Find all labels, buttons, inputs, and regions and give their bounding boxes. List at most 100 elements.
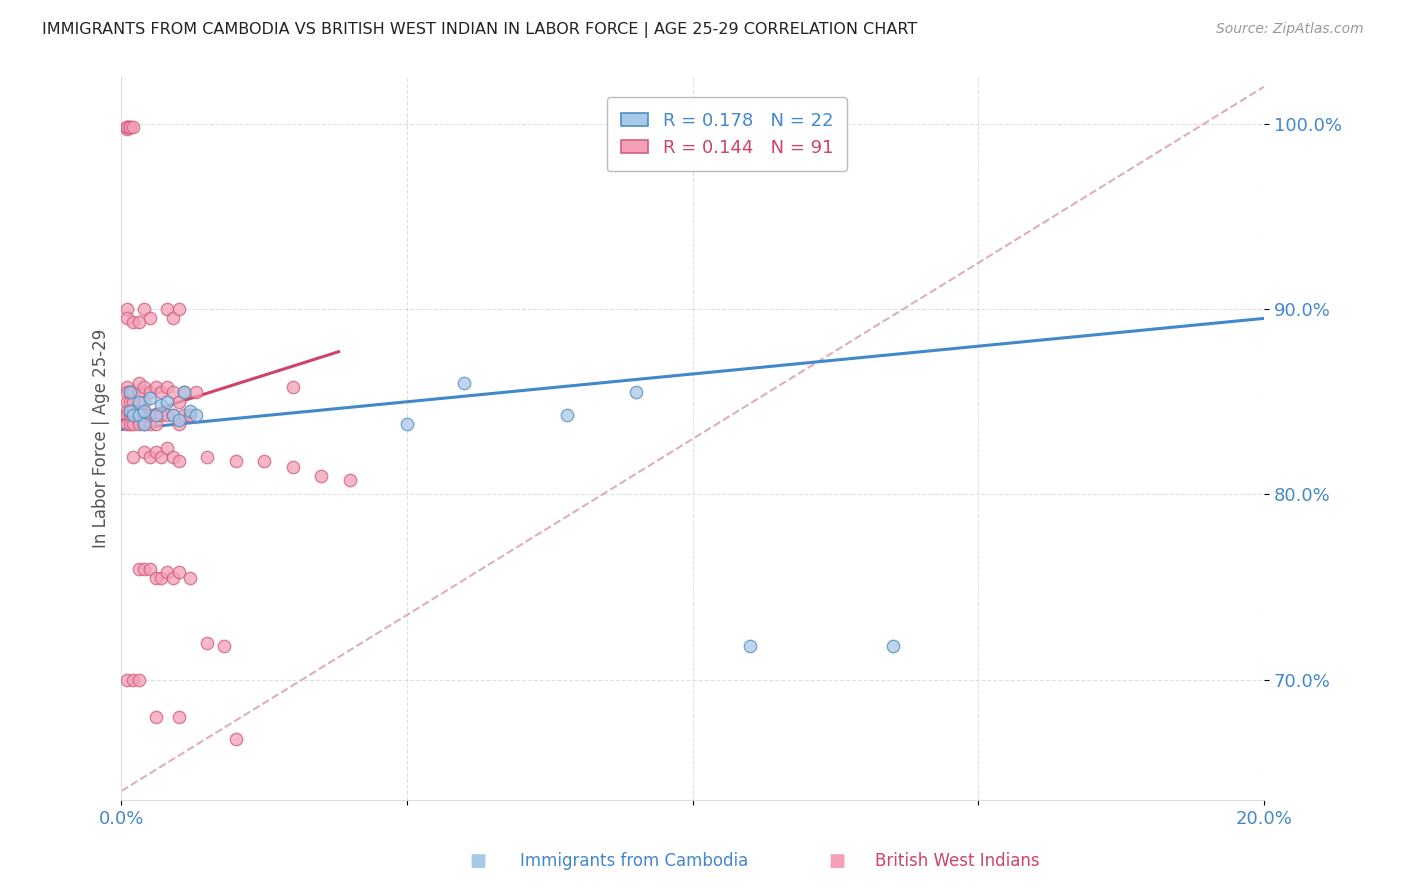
- Point: [115, 302, 138, 317]
- Point: [145, 417, 167, 431]
- Point: [139, 450, 162, 465]
- Point: [162, 311, 184, 326]
- Point: [128, 315, 150, 329]
- Point: [167, 454, 190, 468]
- Point: [179, 404, 201, 418]
- Point: [122, 417, 145, 431]
- Point: [167, 413, 190, 427]
- Point: [167, 417, 190, 431]
- Point: [115, 385, 138, 400]
- Point: [624, 385, 647, 400]
- Point: [122, 450, 145, 465]
- Point: [128, 394, 150, 409]
- Point: [162, 571, 184, 585]
- Point: [122, 408, 145, 422]
- Point: [122, 673, 145, 687]
- Point: [150, 450, 173, 465]
- Point: [184, 385, 207, 400]
- Text: Immigrants from Cambodia: Immigrants from Cambodia: [520, 852, 748, 870]
- Point: [145, 445, 167, 459]
- Point: [156, 566, 179, 580]
- Point: [122, 120, 145, 135]
- Y-axis label: In Labor Force | Age 25-29: In Labor Force | Age 25-29: [93, 329, 110, 549]
- Point: [134, 302, 156, 317]
- Point: [139, 417, 162, 431]
- Point: [122, 385, 145, 400]
- Point: [162, 408, 184, 422]
- Text: IMMIGRANTS FROM CAMBODIA VS BRITISH WEST INDIAN IN LABOR FORCE | AGE 25-29 CORRE: IMMIGRANTS FROM CAMBODIA VS BRITISH WEST…: [42, 22, 918, 38]
- Point: [167, 302, 190, 317]
- Point: [139, 408, 162, 422]
- Point: [173, 385, 195, 400]
- Point: [281, 459, 304, 474]
- Point: [145, 571, 167, 585]
- Point: [118, 404, 141, 418]
- Point: [225, 454, 247, 468]
- Point: [128, 376, 150, 391]
- Point: [134, 561, 156, 575]
- Point: [115, 673, 138, 687]
- Point: [173, 408, 195, 422]
- Point: [156, 441, 179, 455]
- Point: [118, 120, 141, 135]
- Point: [115, 120, 138, 135]
- Point: [128, 408, 150, 422]
- Point: [150, 408, 173, 422]
- Point: [128, 404, 150, 418]
- Point: [115, 122, 138, 136]
- Point: [145, 408, 167, 422]
- Point: [115, 404, 138, 418]
- Point: [145, 710, 167, 724]
- Point: [339, 473, 361, 487]
- Point: [115, 394, 138, 409]
- Point: [150, 399, 173, 413]
- Point: [453, 376, 475, 391]
- Point: [167, 566, 190, 580]
- Point: [122, 315, 145, 329]
- Point: [145, 408, 167, 422]
- Point: [139, 385, 162, 400]
- Point: [162, 450, 184, 465]
- Point: [115, 120, 138, 135]
- Point: [555, 408, 578, 422]
- Point: [162, 408, 184, 422]
- Point: [139, 391, 162, 405]
- Point: [145, 380, 167, 394]
- Point: [173, 385, 195, 400]
- Point: [134, 408, 156, 422]
- Point: [122, 408, 145, 422]
- Point: [150, 571, 173, 585]
- Point: [156, 408, 179, 422]
- Point: [115, 417, 138, 431]
- Point: [122, 394, 145, 409]
- Point: [162, 385, 184, 400]
- Point: [139, 561, 162, 575]
- Point: [128, 385, 150, 400]
- Point: [253, 454, 276, 468]
- Point: [195, 636, 218, 650]
- Text: British West Indians: British West Indians: [875, 852, 1039, 870]
- Point: [128, 408, 150, 422]
- Point: [225, 732, 247, 747]
- Point: [134, 380, 156, 394]
- Point: [214, 640, 236, 654]
- Point: [150, 385, 173, 400]
- Point: [156, 394, 179, 409]
- Point: [118, 385, 141, 400]
- Point: [118, 120, 141, 135]
- Point: [128, 561, 150, 575]
- Point: [184, 408, 207, 422]
- Point: [139, 311, 162, 326]
- Legend: R = 0.178   N = 22, R = 0.144   N = 91: R = 0.178 N = 22, R = 0.144 N = 91: [606, 97, 848, 171]
- Point: [118, 394, 141, 409]
- Point: [115, 408, 138, 422]
- Point: [167, 710, 190, 724]
- Point: [156, 302, 179, 317]
- Point: [115, 311, 138, 326]
- Point: [115, 120, 138, 135]
- Point: [738, 640, 761, 654]
- Point: [118, 385, 141, 400]
- Point: [179, 571, 201, 585]
- Point: [122, 404, 145, 418]
- Point: [134, 417, 156, 431]
